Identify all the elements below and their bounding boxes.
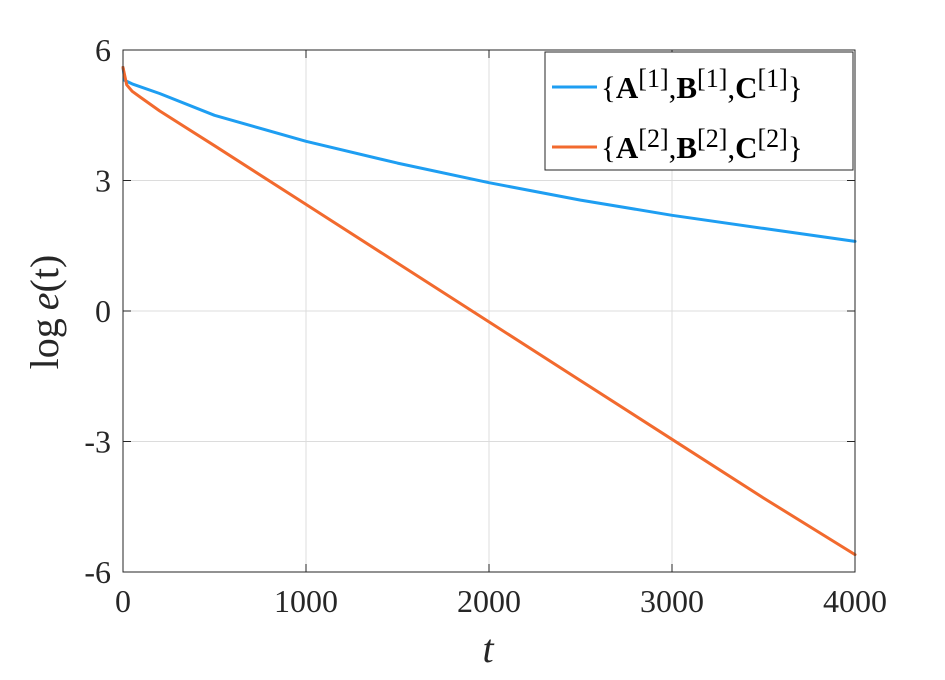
series-line-1 (121, 65, 857, 243)
legend: {A[1],B[1],C[1]} {A[2],B[2],C[2]} (544, 51, 854, 171)
legend-label-2: {A[2],B[2],C[2]} (601, 124, 803, 165)
y-tick-label: -6 (84, 554, 111, 590)
x-tick-label: 0 (115, 583, 131, 619)
legend-label-1: {A[1],B[1],C[1]} (601, 64, 803, 105)
x-tick-label: 2000 (457, 583, 521, 619)
y-tick-label: 0 (95, 293, 111, 329)
series-line-2 (121, 65, 857, 557)
legend-box (544, 51, 854, 171)
y-axis-label-arg: (t) (22, 255, 67, 293)
x-tick-label: 1000 (274, 583, 338, 619)
y-tick-label: -3 (84, 424, 111, 460)
x-axis-label: t (482, 626, 494, 671)
x-tick-label: 4000 (823, 583, 887, 619)
series-lines (121, 65, 857, 557)
y-tick-label: 3 (95, 163, 111, 199)
y-axis-label-prefix: log (22, 318, 67, 369)
y-axis-label-func: e (22, 292, 67, 310)
tick-labels: 0 1000 2000 3000 4000 -6 -3 0 3 6 (84, 32, 887, 619)
y-tick-label: 6 (95, 32, 111, 68)
axis-ticks (122, 49, 856, 573)
y-axis-label: log e(t) (22, 255, 67, 370)
x-tick-label: 3000 (640, 583, 704, 619)
